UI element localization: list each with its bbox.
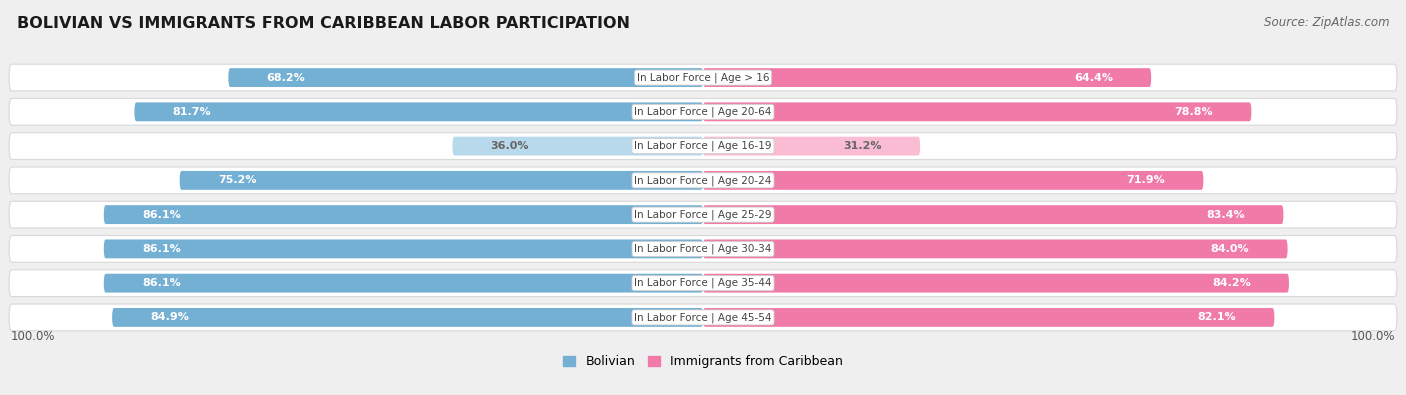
Text: 81.7%: 81.7% (173, 107, 211, 117)
Text: In Labor Force | Age 35-44: In Labor Force | Age 35-44 (634, 278, 772, 288)
Text: In Labor Force | Age 16-19: In Labor Force | Age 16-19 (634, 141, 772, 151)
Text: 86.1%: 86.1% (142, 210, 181, 220)
Text: 86.1%: 86.1% (142, 278, 181, 288)
Text: 84.9%: 84.9% (150, 312, 190, 322)
Text: In Labor Force | Age 20-64: In Labor Force | Age 20-64 (634, 107, 772, 117)
Text: 36.0%: 36.0% (491, 141, 529, 151)
Text: BOLIVIAN VS IMMIGRANTS FROM CARIBBEAN LABOR PARTICIPATION: BOLIVIAN VS IMMIGRANTS FROM CARIBBEAN LA… (17, 16, 630, 31)
Text: In Labor Force | Age 30-34: In Labor Force | Age 30-34 (634, 244, 772, 254)
Text: 100.0%: 100.0% (10, 330, 55, 343)
FancyBboxPatch shape (8, 201, 1398, 228)
Text: 68.2%: 68.2% (267, 73, 305, 83)
FancyBboxPatch shape (8, 235, 1398, 262)
Text: In Labor Force | Age 25-29: In Labor Force | Age 25-29 (634, 209, 772, 220)
FancyBboxPatch shape (8, 64, 1398, 91)
Text: 31.2%: 31.2% (844, 141, 882, 151)
FancyBboxPatch shape (104, 205, 703, 224)
Text: 100.0%: 100.0% (1351, 330, 1396, 343)
FancyBboxPatch shape (703, 205, 1284, 224)
Text: 84.0%: 84.0% (1211, 244, 1250, 254)
Text: 83.4%: 83.4% (1206, 210, 1246, 220)
Text: 78.8%: 78.8% (1174, 107, 1213, 117)
Text: 64.4%: 64.4% (1074, 73, 1114, 83)
FancyBboxPatch shape (8, 167, 1398, 194)
FancyBboxPatch shape (703, 171, 1204, 190)
FancyBboxPatch shape (453, 137, 703, 156)
FancyBboxPatch shape (104, 239, 703, 258)
FancyBboxPatch shape (703, 102, 1251, 121)
FancyBboxPatch shape (112, 308, 703, 327)
FancyBboxPatch shape (8, 133, 1398, 160)
Text: 84.2%: 84.2% (1212, 278, 1251, 288)
Text: In Labor Force | Age 20-24: In Labor Force | Age 20-24 (634, 175, 772, 186)
FancyBboxPatch shape (703, 137, 920, 156)
FancyBboxPatch shape (8, 98, 1398, 125)
FancyBboxPatch shape (703, 239, 1288, 258)
Text: Source: ZipAtlas.com: Source: ZipAtlas.com (1264, 16, 1389, 29)
Text: 82.1%: 82.1% (1198, 312, 1236, 322)
FancyBboxPatch shape (180, 171, 703, 190)
Text: 86.1%: 86.1% (142, 244, 181, 254)
Text: 75.2%: 75.2% (218, 175, 256, 185)
FancyBboxPatch shape (104, 274, 703, 293)
FancyBboxPatch shape (703, 68, 1152, 87)
FancyBboxPatch shape (135, 102, 703, 121)
FancyBboxPatch shape (703, 308, 1274, 327)
FancyBboxPatch shape (8, 270, 1398, 297)
FancyBboxPatch shape (8, 304, 1398, 331)
FancyBboxPatch shape (228, 68, 703, 87)
Text: 71.9%: 71.9% (1126, 175, 1166, 185)
Text: In Labor Force | Age > 16: In Labor Force | Age > 16 (637, 72, 769, 83)
FancyBboxPatch shape (703, 274, 1289, 293)
Legend: Bolivian, Immigrants from Caribbean: Bolivian, Immigrants from Caribbean (558, 350, 848, 373)
Text: In Labor Force | Age 45-54: In Labor Force | Age 45-54 (634, 312, 772, 323)
